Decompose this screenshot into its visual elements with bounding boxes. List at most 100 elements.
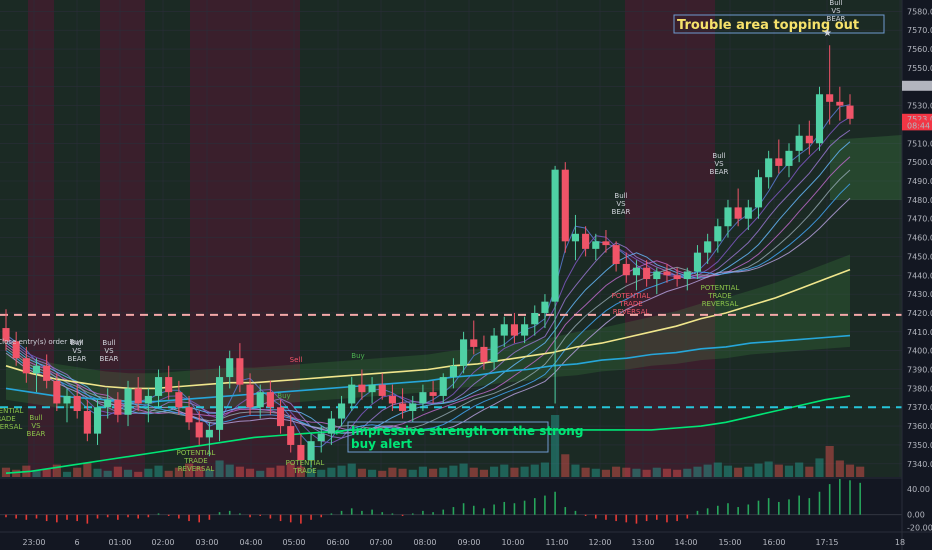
candle[interactable] [673, 267, 681, 287]
candle[interactable] [297, 433, 305, 468]
candle[interactable] [612, 241, 620, 272]
candle[interactable] [785, 143, 793, 178]
candle[interactable] [134, 377, 142, 412]
candle[interactable] [53, 373, 61, 412]
candle[interactable] [561, 162, 569, 253]
candle[interactable] [185, 395, 193, 430]
candle[interactable] [714, 218, 722, 253]
candle[interactable] [460, 331, 468, 374]
candle[interactable] [287, 414, 295, 453]
candle[interactable] [643, 260, 651, 287]
candle[interactable] [205, 422, 213, 457]
candle[interactable] [775, 139, 783, 174]
candle[interactable] [195, 411, 203, 445]
candle[interactable] [480, 335, 488, 370]
candle[interactable] [73, 384, 81, 419]
candle-body [266, 392, 274, 408]
candle[interactable] [409, 395, 417, 423]
candle[interactable] [521, 316, 529, 344]
candle[interactable] [348, 377, 356, 412]
candle[interactable] [12, 331, 20, 366]
candle[interactable] [592, 233, 600, 261]
candle[interactable] [815, 86, 824, 151]
candle[interactable] [836, 86, 844, 121]
candle[interactable] [826, 45, 834, 125]
candle[interactable] [317, 426, 325, 453]
candle[interactable] [368, 377, 376, 404]
candles[interactable] [2, 45, 854, 468]
candle[interactable] [734, 188, 742, 227]
candle[interactable] [236, 343, 244, 393]
candle[interactable] [541, 294, 549, 329]
candle[interactable] [388, 384, 396, 412]
candle[interactable] [114, 392, 122, 423]
candle[interactable] [226, 350, 234, 389]
candle[interactable] [419, 384, 427, 412]
annotation-arrow-icon: ⇐ [334, 425, 344, 439]
candle-body [592, 241, 600, 249]
candle[interactable] [683, 267, 691, 291]
candle[interactable] [602, 230, 610, 253]
candle[interactable] [215, 365, 224, 442]
candle[interactable] [2, 309, 10, 351]
candle[interactable] [399, 388, 407, 419]
candle[interactable] [632, 260, 641, 291]
annotation-strength[interactable]: ⇐ Impressive strength on the strong buy … [334, 421, 583, 453]
candle[interactable] [693, 245, 702, 280]
candle[interactable] [653, 267, 661, 295]
volume-bar [286, 462, 295, 477]
candle[interactable] [704, 233, 712, 264]
candle[interactable] [22, 346, 30, 383]
candle[interactable] [165, 365, 173, 400]
candle[interactable] [439, 373, 447, 404]
candle[interactable] [327, 411, 335, 445]
candle[interactable] [154, 369, 163, 408]
candle[interactable] [124, 380, 132, 427]
candle[interactable] [104, 388, 112, 419]
horizontal-levels[interactable] [0, 313, 902, 409]
candle-body [419, 392, 427, 404]
candle[interactable] [43, 354, 51, 389]
candle[interactable] [500, 316, 508, 347]
candle[interactable] [765, 150, 773, 189]
candle[interactable] [663, 263, 671, 283]
candle[interactable] [805, 120, 813, 155]
candle[interactable] [490, 328, 498, 370]
candle[interactable] [449, 358, 457, 389]
candle[interactable] [795, 124, 803, 163]
session-band-1 [28, 0, 54, 477]
candle[interactable] [571, 214, 580, 261]
candle[interactable] [338, 395, 346, 427]
candle[interactable] [510, 312, 518, 344]
candle[interactable] [724, 199, 732, 238]
candle[interactable] [266, 380, 274, 415]
volume-bar [42, 468, 51, 477]
candle[interactable] [754, 169, 763, 219]
candle[interactable] [256, 384, 264, 419]
candle[interactable] [276, 399, 285, 434]
signal-label-text: VS [31, 422, 41, 430]
candle[interactable] [378, 373, 386, 400]
candle[interactable] [246, 373, 254, 415]
candle[interactable] [551, 165, 559, 404]
candle[interactable] [531, 305, 539, 336]
candle[interactable] [358, 369, 366, 400]
candle[interactable] [307, 433, 315, 468]
candle[interactable] [429, 380, 437, 404]
candle[interactable] [582, 226, 590, 257]
annotation-trouble[interactable]: Trouble area topping out [673, 14, 885, 34]
candle[interactable] [622, 252, 630, 283]
candle-body [826, 94, 834, 102]
candle[interactable] [63, 388, 71, 423]
candle[interactable] [32, 358, 41, 393]
candle[interactable] [470, 320, 478, 355]
candle[interactable] [83, 399, 91, 442]
candle[interactable] [144, 388, 152, 423]
candle[interactable] [175, 380, 183, 415]
candle[interactable] [744, 199, 752, 231]
candle[interactable] [846, 94, 854, 125]
candle[interactable] [93, 399, 102, 445]
